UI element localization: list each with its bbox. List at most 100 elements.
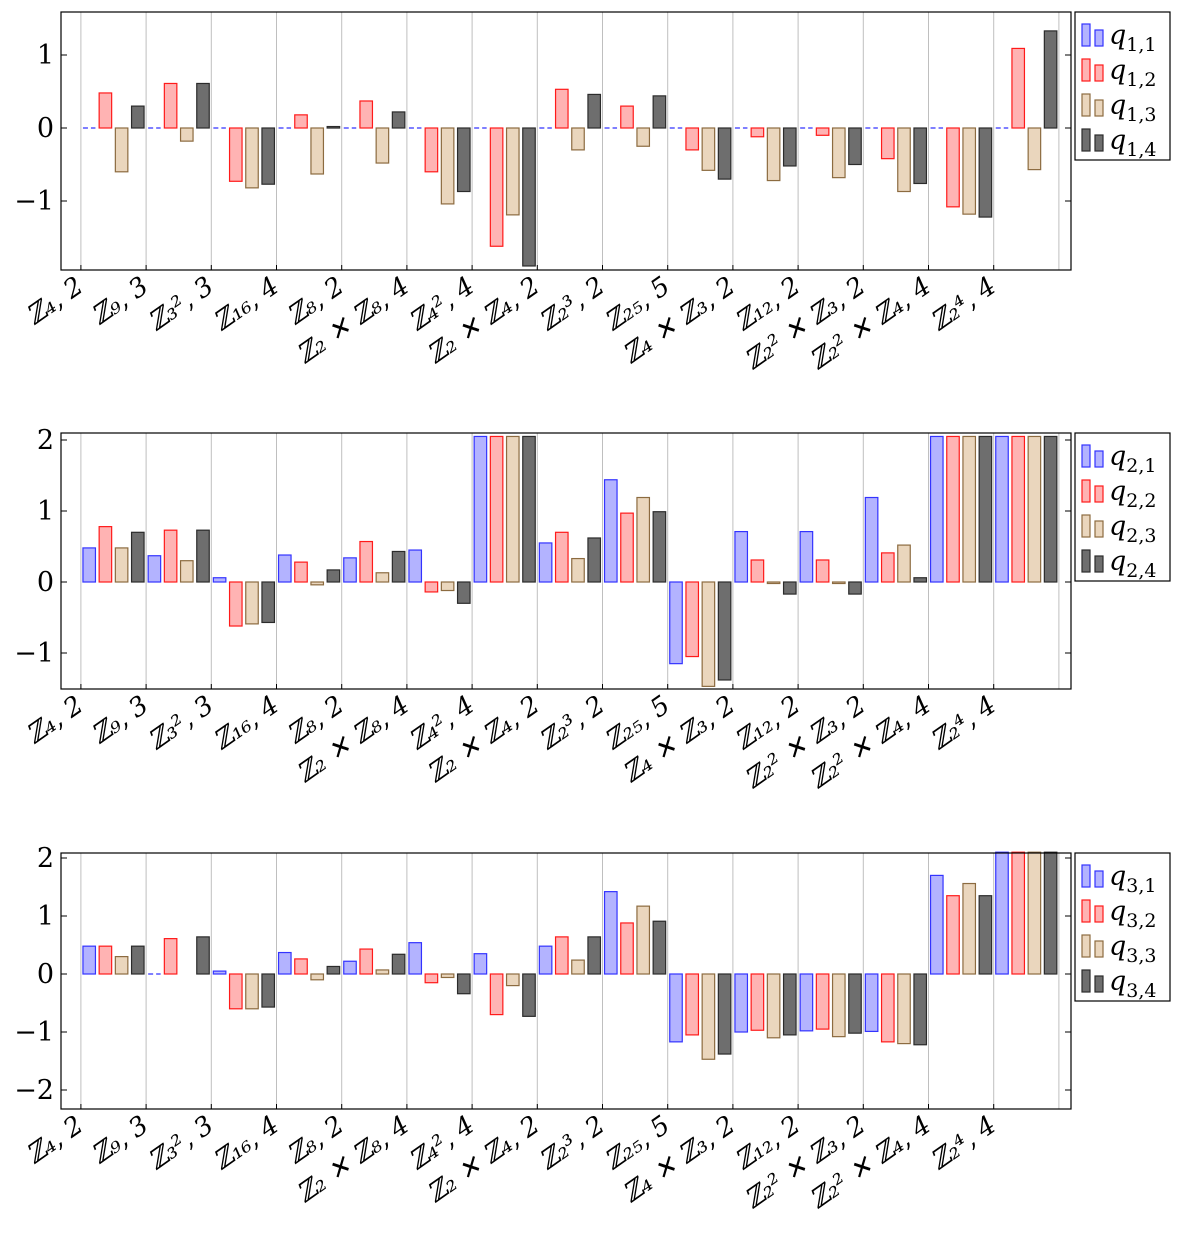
x-tick-label: ℤ₂⁴, 4 [925, 271, 1002, 337]
legend-swatch [1094, 64, 1104, 82]
bar-q3,4 [130, 945, 145, 975]
bar-q2,1 [212, 577, 227, 583]
bar-q2,3 [766, 581, 781, 585]
bar-q2,3 [375, 572, 390, 583]
y-tick-label: −2 [14, 1075, 54, 1106]
bar-q3,3 [962, 882, 977, 975]
bar-q3,2 [489, 973, 504, 1016]
bar-q3,1 [408, 942, 423, 975]
bar-q3,2 [946, 895, 960, 975]
bar-q1,3 [114, 127, 129, 173]
y-tick-label: −1 [14, 1017, 54, 1048]
legend-label: q1,3 [1109, 90, 1157, 126]
bar-q3,2 [1011, 851, 1026, 975]
x-tick-label: ℤ₂³, 2 [534, 690, 611, 756]
bar-q1,3 [179, 127, 194, 142]
bar-q2,1 [343, 557, 357, 583]
legend: q2,1q2,2q2,3q2,4 [1074, 432, 1171, 582]
legend-swatch [1094, 520, 1104, 538]
bar-q3,1 [603, 891, 618, 975]
legend-swatch [1094, 485, 1104, 503]
legend-swatch [1081, 58, 1091, 82]
bar-q3,3 [375, 969, 390, 975]
bar-q2,4 [456, 581, 471, 604]
bar-q3,4 [1043, 851, 1058, 975]
legend-label: q2,3 [1109, 511, 1157, 547]
legend-swatch [1081, 93, 1091, 117]
bar-q1,2 [228, 127, 243, 182]
legend-label: q1,2 [1109, 55, 1157, 91]
x-tick-label: ℤ₄, 2 [21, 690, 89, 750]
bar-q1,4 [848, 127, 862, 166]
bar-q3,4 [913, 973, 928, 1046]
bar-q3,2 [98, 945, 113, 975]
legend-label: q3,4 [1109, 966, 1157, 1002]
bar-q1,2 [554, 88, 569, 129]
bar-q1,2 [620, 105, 634, 129]
legend-swatch [1094, 134, 1104, 152]
bar-q1,2 [489, 127, 504, 247]
y-tick-label: 1 [37, 40, 54, 71]
x-tick-label: ℤ₁₆, 4 [208, 690, 285, 756]
y-tick-label: 2 [37, 425, 54, 456]
x-tick-label: ℤ₃², 3 [142, 1110, 219, 1176]
bar-q3,3 [571, 959, 585, 975]
bar-q3,2 [815, 973, 830, 1030]
legend-label: q3,2 [1109, 896, 1157, 932]
x-tick-label: ℤ₉, 3 [86, 690, 154, 750]
y-tick-label: 1 [37, 901, 54, 932]
y-tick-label: −1 [14, 186, 54, 217]
y-tick-label: 1 [37, 496, 54, 527]
bar-q3,2 [880, 973, 895, 1043]
legend-label: q3,1 [1109, 861, 1157, 897]
bar-q1,2 [946, 127, 960, 208]
bar-q1,4 [782, 127, 797, 167]
bar-q1,4 [196, 82, 210, 129]
bar-q3,3 [114, 955, 129, 975]
bar-q2,4 [522, 435, 536, 583]
x-tick-label: ℤ₂³, 2 [534, 271, 611, 337]
bar-q2,3 [245, 581, 259, 625]
bar-q3,2 [294, 958, 308, 975]
bar-q1,3 [701, 127, 716, 171]
bar-q2,2 [359, 540, 374, 583]
bar-q3,4 [978, 895, 993, 975]
bar-q2,4 [196, 529, 210, 583]
x-tick-label: ℤ₃², 3 [142, 271, 219, 337]
bar-q2,1 [734, 530, 749, 583]
bar-q2,1 [669, 581, 683, 665]
legend-swatch [1081, 969, 1091, 993]
bar-q3,2 [554, 936, 569, 975]
bar-q3,3 [831, 973, 846, 1038]
bar-q1,3 [440, 127, 455, 205]
bar-q2,2 [294, 561, 308, 583]
legend-swatch [1094, 99, 1104, 117]
bar-q2,1 [473, 435, 488, 583]
bar-q1,2 [359, 100, 374, 129]
legend-label: q3,3 [1109, 931, 1157, 967]
x-tick-label: ℤ₉, 3 [86, 271, 154, 331]
plot-frame [60, 852, 1072, 1110]
y-tick-label: 0 [37, 959, 54, 990]
bar-q3,1 [799, 973, 814, 1032]
bar-q3,4 [326, 965, 341, 975]
bar-q2,4 [717, 581, 732, 681]
legend-swatch [1094, 870, 1104, 888]
bar-q3,1 [343, 960, 357, 975]
bar-q2,4 [913, 577, 928, 583]
legend-swatch [1081, 899, 1091, 923]
bar-q3,4 [391, 953, 406, 975]
bar-q1,3 [310, 127, 325, 175]
bar-q3,3 [1027, 851, 1042, 975]
bar-q2,2 [880, 552, 895, 583]
bar-q1,4 [652, 95, 667, 129]
bar-q3,3 [766, 973, 781, 1039]
bar-q2,3 [505, 435, 520, 583]
bar-q1,3 [571, 127, 585, 151]
bar-q3,1 [669, 973, 683, 1043]
bar-q3,4 [848, 973, 862, 1034]
bar-q1,2 [750, 127, 765, 138]
bar-q1,4 [978, 127, 993, 218]
bar-q1,4 [261, 127, 276, 185]
